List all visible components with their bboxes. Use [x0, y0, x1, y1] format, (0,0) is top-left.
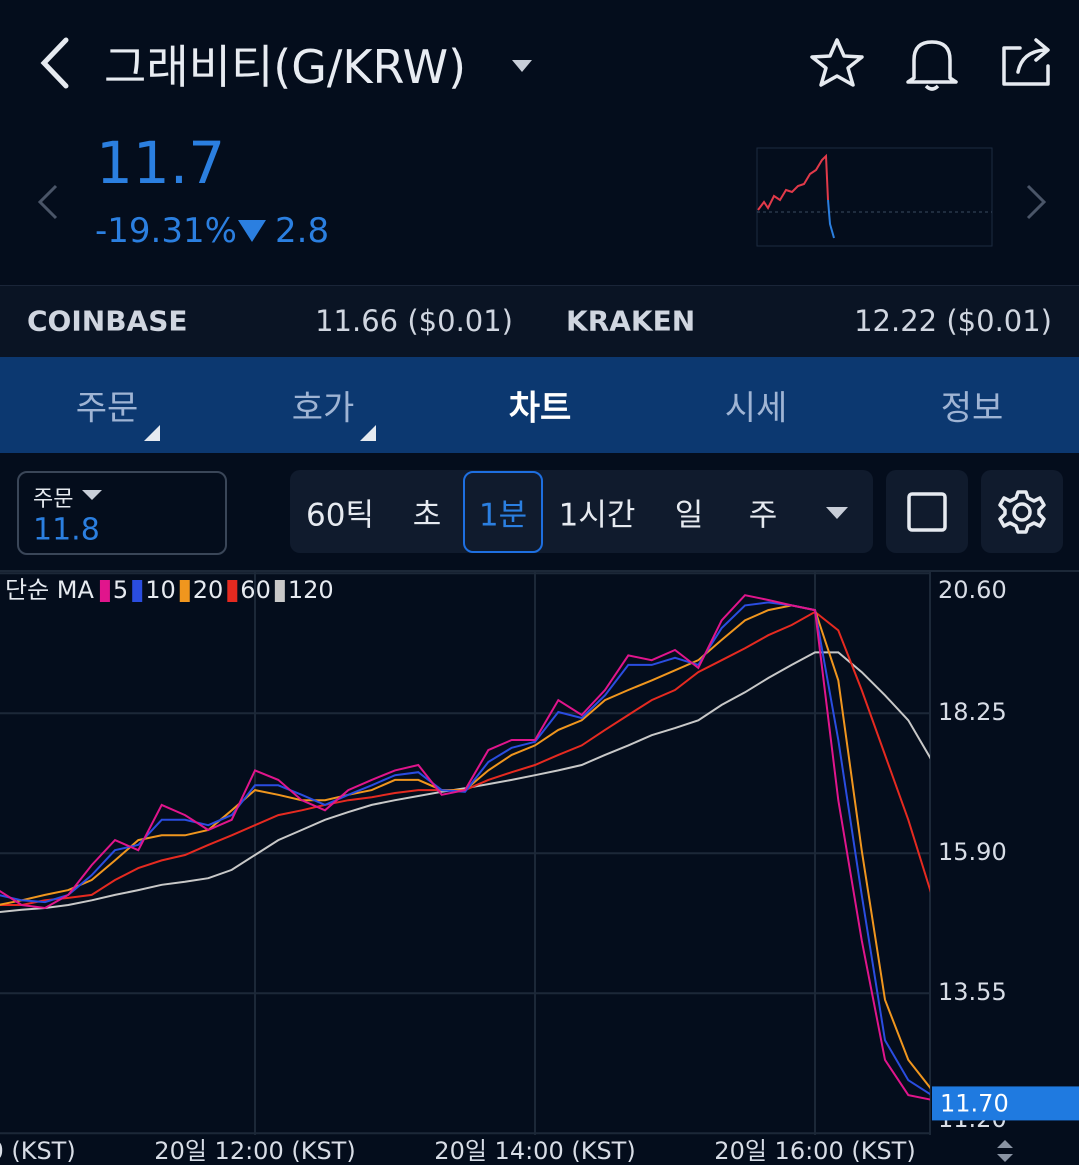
interval-option[interactable]: 1분 — [478, 497, 528, 534]
order-box-dropdown — [82, 490, 102, 500]
tab-submenu-marker — [360, 425, 376, 441]
grid — [0, 572, 930, 1135]
legend-swatch — [274, 580, 285, 602]
tab[interactable]: 주문 — [75, 388, 139, 429]
title-dropdown[interactable] — [512, 60, 532, 72]
price-marker-label: 11.70 — [940, 1089, 1009, 1117]
change-amount: 2.8 — [275, 211, 330, 251]
legend-label: 60 — [240, 576, 271, 604]
tab[interactable]: 호가 — [291, 388, 355, 429]
interval-more[interactable] — [826, 507, 848, 519]
interval-option[interactable]: 초 — [412, 497, 442, 534]
ma-line — [0, 601, 930, 1096]
interval-option[interactable]: 주 — [748, 497, 778, 534]
ma-line — [0, 651, 930, 914]
interval-selector: 60틱 초 1분 1시간 일 주 — [290, 470, 873, 553]
order-box-label: 주문 — [33, 487, 74, 512]
toolbar-icons — [826, 490, 1046, 534]
change-percent: -19.31% — [95, 211, 237, 251]
tab-markers — [144, 425, 376, 441]
legend-label: 120 — [288, 576, 334, 604]
legend-swatch — [99, 580, 110, 602]
favorite-button[interactable] — [810, 38, 864, 87]
interval-option[interactable]: 일 — [674, 497, 704, 534]
exchange-price: 12.22 ($0.01) — [854, 304, 1052, 338]
interval-option[interactable]: 60틱 — [306, 497, 374, 534]
price-decor — [37, 147, 1047, 247]
sparkline-frame — [756, 147, 993, 247]
legend-title: 단순 MA — [5, 576, 94, 604]
exchange-price: 11.66 ($0.01) — [315, 304, 513, 338]
legend-swatch — [179, 580, 190, 602]
tab-submenu-marker — [144, 425, 160, 441]
current-price: 11.7 — [96, 129, 226, 197]
x-tick-label: 20일 12:00 (KST) — [154, 1137, 355, 1165]
gear-icon — [998, 490, 1046, 534]
sparkline-up — [757, 153, 829, 211]
tab[interactable]: 시세 — [724, 388, 788, 429]
legend-label: 10 — [145, 576, 176, 604]
back-button[interactable] — [40, 37, 69, 89]
legend-swatch — [227, 580, 238, 602]
layout-icon — [907, 492, 947, 532]
header-icons — [40, 37, 1050, 91]
next-button[interactable] — [1026, 184, 1047, 220]
y-tick-label: 13.55 — [938, 978, 1007, 1006]
scroll-handle[interactable] — [997, 1140, 1013, 1162]
tab[interactable]: 차트 — [508, 388, 572, 429]
alert-button[interactable] — [906, 40, 958, 91]
page-title: 그래비티(G/KRW) — [104, 40, 467, 94]
order-box[interactable] — [17, 471, 227, 555]
tab[interactable]: 정보 — [940, 388, 1004, 429]
legend-label: 20 — [193, 576, 224, 604]
down-triangle — [238, 220, 266, 242]
ma-lines — [0, 594, 930, 1101]
prev-button[interactable] — [37, 184, 58, 220]
interval-active-frame — [463, 471, 543, 553]
settings-button[interactable] — [981, 470, 1063, 553]
share-button[interactable] — [1002, 38, 1050, 86]
price-marker — [932, 1086, 1079, 1121]
exchange-row — [0, 285, 1079, 358]
x-tick-label: 20일 16:00 (KST) — [714, 1137, 915, 1165]
x-tick-label: 20일 14:00 (KST) — [434, 1137, 635, 1165]
y-tick-label: 18.25 — [938, 698, 1007, 726]
y-tick-label: 15.90 — [938, 838, 1007, 866]
x-tick-label: 20일 10:00 (KST) — [0, 1137, 76, 1165]
tab-bar: 주문 호가 차트 시세 정보 — [0, 357, 1079, 453]
ma-line — [0, 610, 930, 906]
layout-button[interactable] — [886, 470, 968, 553]
interval-option[interactable]: 1시간 — [558, 497, 636, 534]
legend-swatch — [132, 580, 143, 602]
exchange-name: COINBASE — [27, 304, 188, 338]
exchange-name: KRAKEN — [566, 304, 696, 338]
order-box-value: 11.8 — [33, 512, 100, 548]
legend-label: 5 — [113, 576, 128, 604]
y-tick-label: 20.60 — [938, 576, 1007, 604]
ma-line — [0, 594, 930, 1101]
sparkline-down — [827, 199, 835, 239]
